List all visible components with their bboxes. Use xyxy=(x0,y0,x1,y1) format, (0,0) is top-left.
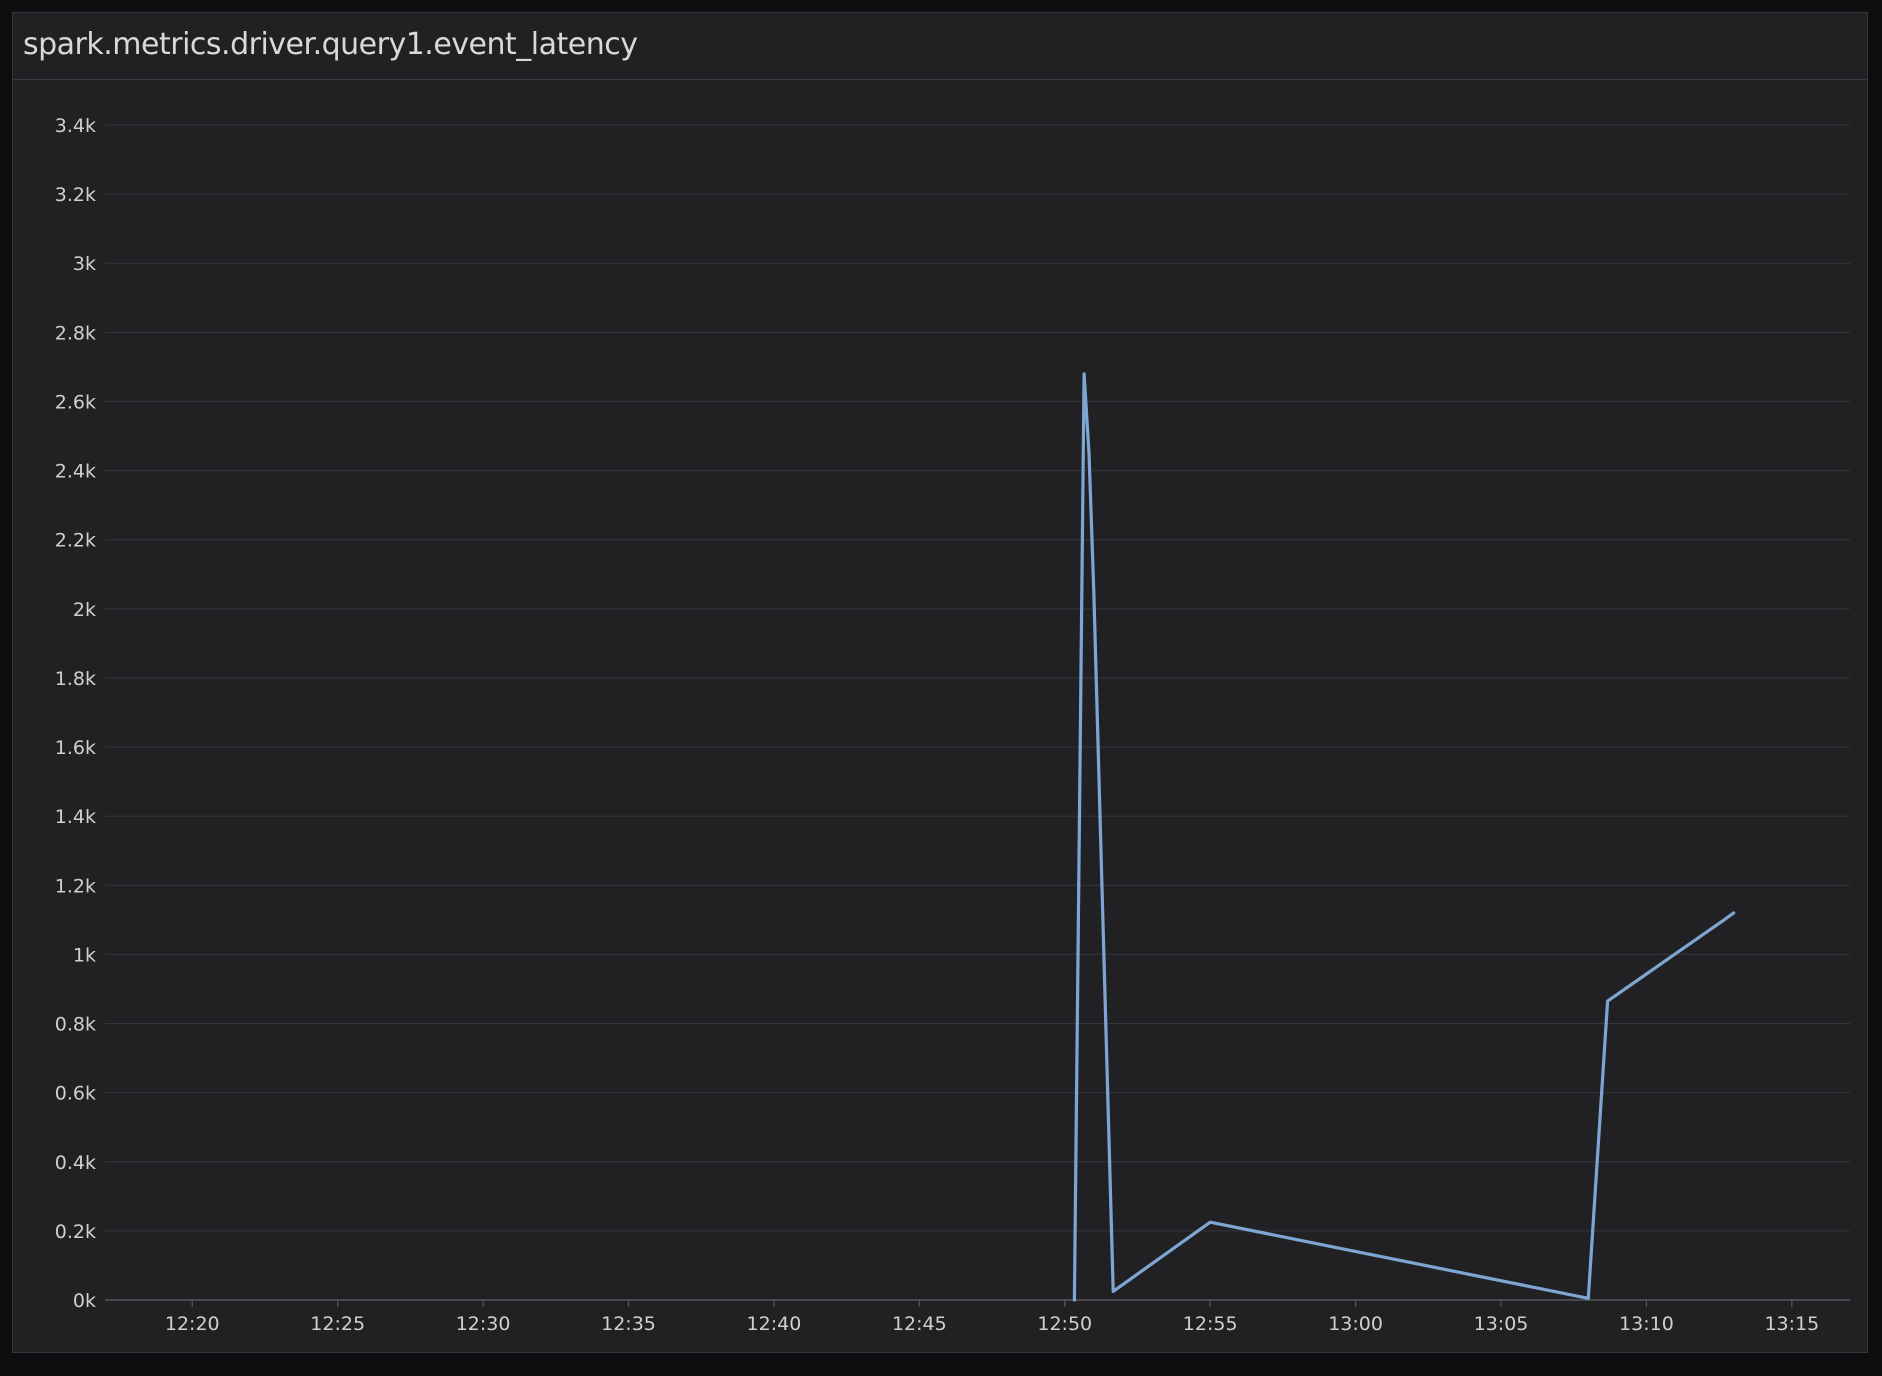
y-tick-label: 1.4k xyxy=(55,806,96,828)
panel-header[interactable]: spark.metrics.driver.query1.event_latenc… xyxy=(13,13,1867,80)
data-point[interactable] xyxy=(1583,1293,1593,1303)
x-tick-label: 12:55 xyxy=(1183,1313,1238,1335)
data-point[interactable] xyxy=(1079,369,1089,379)
x-tick-label: 13:05 xyxy=(1474,1313,1529,1335)
x-tick-label: 13:15 xyxy=(1764,1313,1819,1335)
y-tick-label: 0k xyxy=(73,1290,96,1312)
x-tick-label: 12:35 xyxy=(601,1313,656,1335)
y-tick-label: 1.8k xyxy=(55,668,96,690)
y-tick-label: 1.2k xyxy=(55,875,96,897)
x-tick-label: 13:10 xyxy=(1619,1313,1674,1335)
data-point[interactable] xyxy=(1108,1286,1118,1296)
y-tick-label: 1.6k xyxy=(55,737,96,759)
data-point[interactable] xyxy=(1719,915,1729,925)
y-tick-label: 2.4k xyxy=(55,461,96,483)
data-point[interactable] xyxy=(1205,1217,1215,1227)
y-tick-label: 0.4k xyxy=(55,1152,96,1174)
x-tick-label: 12:30 xyxy=(456,1313,511,1335)
y-tick-label: 3.2k xyxy=(55,184,96,206)
x-tick-label: 12:50 xyxy=(1037,1313,1092,1335)
y-tick-label: 2.2k xyxy=(55,530,96,552)
y-tick-label: 0.8k xyxy=(55,1014,96,1036)
y-tick-label: 0.2k xyxy=(55,1221,96,1243)
series-layer xyxy=(1069,369,1739,1305)
y-tick-label: 2k xyxy=(73,599,96,621)
x-tick-label: 12:40 xyxy=(747,1313,802,1335)
graph-panel: spark.metrics.driver.query1.event_latenc… xyxy=(12,12,1868,1353)
data-point[interactable] xyxy=(1089,587,1099,597)
x-tick-label: 12:45 xyxy=(892,1313,947,1335)
x-tick-label: 12:20 xyxy=(165,1313,220,1335)
data-point[interactable] xyxy=(1603,996,1613,1006)
y-tick-label: 1k xyxy=(73,944,96,966)
y-tick-label: 2.8k xyxy=(55,322,96,344)
data-point[interactable] xyxy=(1069,1295,1079,1305)
data-point[interactable] xyxy=(1084,448,1094,458)
y-tick-label: 2.6k xyxy=(55,391,96,413)
y-tick-label: 3k xyxy=(73,253,96,275)
panel-title[interactable]: spark.metrics.driver.query1.event_latenc… xyxy=(23,27,638,62)
y-axis: 0k 0.2k 0.4k 0.6k 0.8k 1k 1.2k 1.4k 1.6k 1.8k 2k 2.… xyxy=(55,115,96,1312)
x-tick-label: 13:00 xyxy=(1328,1313,1383,1335)
x-axis: 12:20 12:25 12:30 12:35 12:40 12:45 12:50 12:55… xyxy=(165,1300,1819,1335)
y-tick-label: 3.4k xyxy=(55,115,96,137)
grid-lines xyxy=(105,124,1850,1301)
x-tick-label: 12:25 xyxy=(310,1313,365,1335)
series-line-0[interactable] xyxy=(1072,372,1736,1302)
data-point[interactable] xyxy=(1729,908,1739,918)
y-tick-label: 0.6k xyxy=(55,1083,96,1105)
